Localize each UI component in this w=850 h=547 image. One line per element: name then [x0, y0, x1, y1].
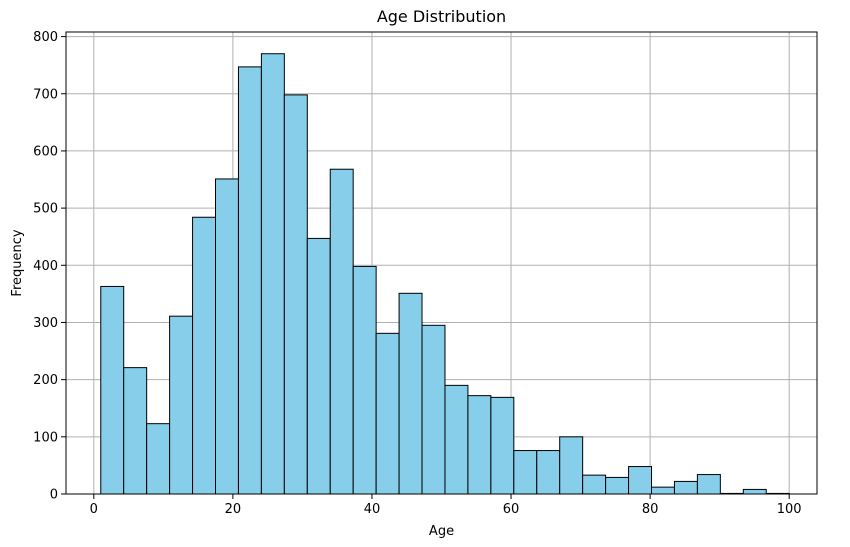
x-axis-ticks: 0 20 40 60 80 100	[90, 494, 802, 517]
histogram-bar	[651, 486, 675, 495]
histogram-bar	[605, 476, 630, 495]
histogram-bar	[306, 237, 331, 495]
x-tick-label: 20	[225, 502, 242, 517]
y-tick-label: 400	[33, 259, 58, 274]
y-axis-ticks: 0 100 200 300 400 500 600 700 800	[33, 30, 66, 503]
histogram-bar	[536, 450, 561, 495]
x-tick-label: 60	[503, 502, 520, 517]
histogram-bar	[398, 292, 423, 495]
y-tick-label: 0	[50, 488, 58, 503]
y-tick-label: 800	[33, 30, 58, 45]
histogram-bar	[192, 216, 217, 495]
histogram-bar	[742, 488, 767, 495]
grid-lines	[66, 32, 817, 495]
x-axis-label: Age	[429, 524, 454, 539]
histogram-bar	[329, 168, 354, 495]
x-tick-label: 100	[777, 502, 802, 517]
histogram-bar	[696, 474, 721, 495]
histogram-bar	[283, 94, 308, 495]
y-tick-label: 300	[33, 316, 58, 331]
histogram-bar	[444, 384, 469, 495]
x-tick-label: 40	[364, 502, 381, 517]
histogram-bar	[352, 265, 377, 495]
chart-title: Age Distribution	[377, 7, 506, 26]
histogram-bar	[146, 423, 171, 495]
y-tick-label: 700	[33, 87, 58, 102]
histogram-bar	[215, 178, 239, 495]
y-tick-label: 200	[33, 373, 58, 388]
histogram-bar	[559, 436, 584, 495]
x-tick-label: 0	[90, 502, 98, 517]
x-tick-label: 80	[642, 502, 659, 517]
y-tick-label: 100	[33, 430, 58, 445]
histogram-bar	[123, 367, 148, 495]
histogram-bar	[582, 474, 607, 495]
y-tick-label: 500	[33, 202, 58, 217]
plot-frame	[65, 31, 818, 495]
histogram-bar	[237, 66, 262, 495]
histogram-bar	[260, 53, 285, 495]
histogram-bar	[628, 466, 653, 495]
histogram-bar	[375, 332, 400, 495]
histogram-bar	[100, 285, 125, 495]
y-tick-label: 600	[33, 144, 58, 159]
y-axis-label: Frequency	[10, 229, 25, 296]
histogram-bar	[490, 396, 515, 495]
histogram-bar	[169, 315, 194, 495]
histogram-bar	[421, 324, 446, 495]
histogram-bars	[100, 53, 790, 495]
histogram-bar	[673, 480, 698, 495]
histogram-bar	[467, 395, 492, 495]
histogram-bar	[513, 450, 538, 495]
